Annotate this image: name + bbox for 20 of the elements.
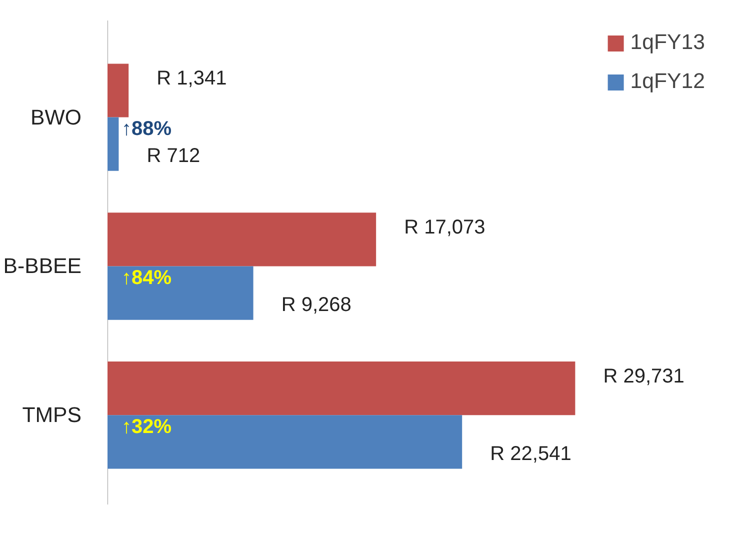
legend-label: 1qFY13	[630, 30, 705, 55]
annotation: ↑84%	[122, 267, 172, 290]
y-tick-label: BWO	[30, 105, 82, 130]
legend-label: 1qFY12	[630, 69, 705, 94]
bar	[108, 117, 119, 171]
data-label: R 22,541	[490, 442, 572, 465]
annotation: ↑32%	[122, 416, 172, 438]
y-tick-label: B-BBEE	[3, 254, 82, 278]
bar	[108, 415, 462, 469]
annotation: ↑88%	[122, 118, 172, 140]
data-label: R 17,073	[404, 216, 486, 239]
data-label: R 29,731	[603, 365, 684, 388]
data-label: R 9,268	[281, 294, 352, 316]
bar	[108, 212, 376, 266]
data-label: R 1,341	[156, 68, 227, 90]
data-label: R 712	[146, 145, 200, 168]
y-tick-label: TMPS	[22, 403, 82, 428]
bar	[108, 362, 576, 416]
bar	[108, 64, 129, 118]
bar	[108, 266, 254, 320]
